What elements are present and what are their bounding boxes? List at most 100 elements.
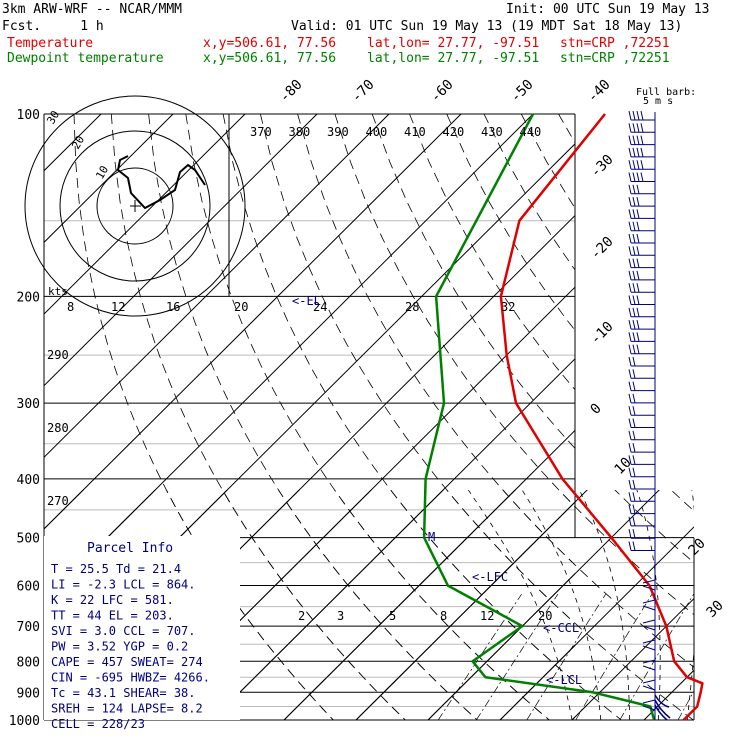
isotherm-label: -80: [277, 77, 306, 106]
isotherm-label: -60: [428, 77, 457, 106]
dry-adiabat-line: [390, 490, 622, 720]
wind-barb: [628, 295, 655, 305]
dry-adiabat-line: [558, 114, 575, 144]
isotherm-line: [644, 114, 740, 720]
wind-barb-feather: [628, 283, 632, 293]
wind-barb-feather: [632, 196, 636, 207]
wind-barb-feather: [636, 160, 640, 170]
dry-adiabat-line: [633, 114, 740, 720]
dry-adiabat-line: [483, 114, 575, 271]
wind-barb-feather: [636, 332, 640, 342]
wind-barb: [628, 332, 655, 342]
parcel-info-row: SREH = 124 LAPSE= 8.2: [51, 702, 203, 716]
wind-barb-feather: [640, 135, 644, 145]
temperature-latlon: lat,lon= 27.77, -97.51: [367, 36, 540, 51]
mixing-ratio-label: 12: [480, 609, 494, 623]
wind-barb: [628, 541, 655, 551]
wind-barb-feather: [628, 295, 632, 305]
isotherm-line: [44, 114, 246, 315]
isotherm-label: -30: [588, 152, 617, 181]
wind-barb-feather: [636, 233, 640, 244]
dry-adiabat-line: [334, 114, 575, 508]
upper-mixing-ratio-label: 12: [111, 300, 125, 314]
wind-barb-feather: [632, 381, 636, 391]
wind-barb-low: [642, 619, 656, 624]
wind-barb-feather: [628, 356, 632, 367]
wind-barb-feather: [636, 319, 640, 330]
wind-barb-feather: [636, 295, 640, 305]
moist-adiabat-line: [636, 490, 661, 720]
wind-barb-feather: [628, 332, 632, 342]
wind-barb-feather: [628, 196, 632, 207]
isotherm-label: -40: [585, 77, 614, 106]
isotherm-label: -10: [588, 319, 617, 348]
wind-barb-low: [642, 699, 656, 704]
wind-barb-feather: [628, 135, 632, 145]
wind-barb-feather: [628, 467, 632, 477]
dry-adiabat-line: [633, 114, 740, 720]
isotherm-line: [211, 358, 575, 720]
forecast-hour: Fcst. 1 h: [2, 19, 104, 34]
wind-barb: [628, 221, 655, 232]
wind-barb-feather: [628, 184, 632, 194]
wind-barb: [628, 467, 655, 478]
wind-barb-feather: [628, 258, 632, 268]
el-marker: <-EL: [292, 294, 321, 308]
wind-barb-feather: [628, 172, 632, 182]
theta-e-label: 380: [289, 125, 311, 139]
parcel-info-row: LI = -2.3 LCL = 864.: [51, 578, 196, 592]
wind-barb: [628, 356, 655, 367]
pressure-tick-label: 1000: [9, 714, 40, 729]
wind-barb-feather: [632, 172, 636, 182]
theta-e-label: 370: [250, 125, 272, 139]
pressure-tick-label: 500: [17, 532, 40, 547]
dry-adiabat-line: [559, 114, 740, 720]
pressure-tick-label: 400: [17, 473, 40, 488]
wind-barb-feather: [632, 283, 636, 293]
wind-barb-feather: [636, 221, 640, 231]
theta-e-label: 440: [520, 125, 542, 139]
parcel-info-row: TT = 44 EL = 203.: [51, 609, 174, 623]
wind-barb: [628, 110, 655, 121]
wind-barb: [628, 172, 655, 182]
parcel-info-title: Parcel Info: [87, 541, 173, 556]
wind-barb: [628, 418, 655, 428]
isotherm-line: [355, 490, 588, 720]
hodograph-ring: [96, 167, 174, 245]
barb-legend-line2: 5 m s: [643, 96, 673, 107]
dry-adiabat-line: [502, 490, 694, 668]
wind-barb: [628, 529, 655, 539]
dry-adiabat-line: [708, 114, 740, 720]
wind-barb-feather: [628, 442, 632, 453]
pressure-tick-label: 800: [17, 655, 40, 670]
wind-barb: [628, 209, 655, 219]
isotherm-line: [643, 669, 694, 720]
wind-barb-feather: [628, 504, 632, 514]
wind-barb-feather: [632, 430, 636, 440]
wind-barb-feather: [632, 504, 636, 514]
wind-barb: [628, 246, 655, 256]
isotherm-line: [283, 429, 575, 720]
wind-barb: [628, 270, 655, 281]
theta-e-label: 420: [443, 125, 465, 139]
wind-barb-feather: [632, 233, 636, 244]
valid-time: Valid: 01 UTC Sun 19 May 13 (19 MDT Sat …: [291, 19, 683, 34]
wind-barb-low: [642, 599, 656, 604]
hodograph-ring: [24, 95, 246, 317]
wind-barb-feather: [628, 344, 632, 354]
wind-barb: [628, 406, 655, 416]
isotherm-line: [44, 114, 534, 602]
hodograph-ring-label: 20: [69, 134, 87, 152]
hodograph-origin-mark: [130, 200, 141, 212]
parcel-info-row: SVI = 3.0 CCL = 707.: [51, 624, 196, 638]
wind-barb: [628, 369, 655, 379]
wind-barb: [628, 147, 655, 158]
parcel-info-row: CIN = -695 HWBZ= 4266.: [51, 671, 210, 685]
moist-adiabat-line: [578, 490, 630, 720]
wind-barb-feather: [636, 123, 640, 133]
wind-barb-feather: [632, 270, 636, 281]
init-time: Init: 00 UTC Sun 19 May 13: [506, 2, 710, 17]
wind-barb: [628, 393, 655, 404]
dewpoint-xy: x,y=506.61, 77.56: [203, 51, 337, 66]
wind-barb-feather: [632, 393, 636, 404]
